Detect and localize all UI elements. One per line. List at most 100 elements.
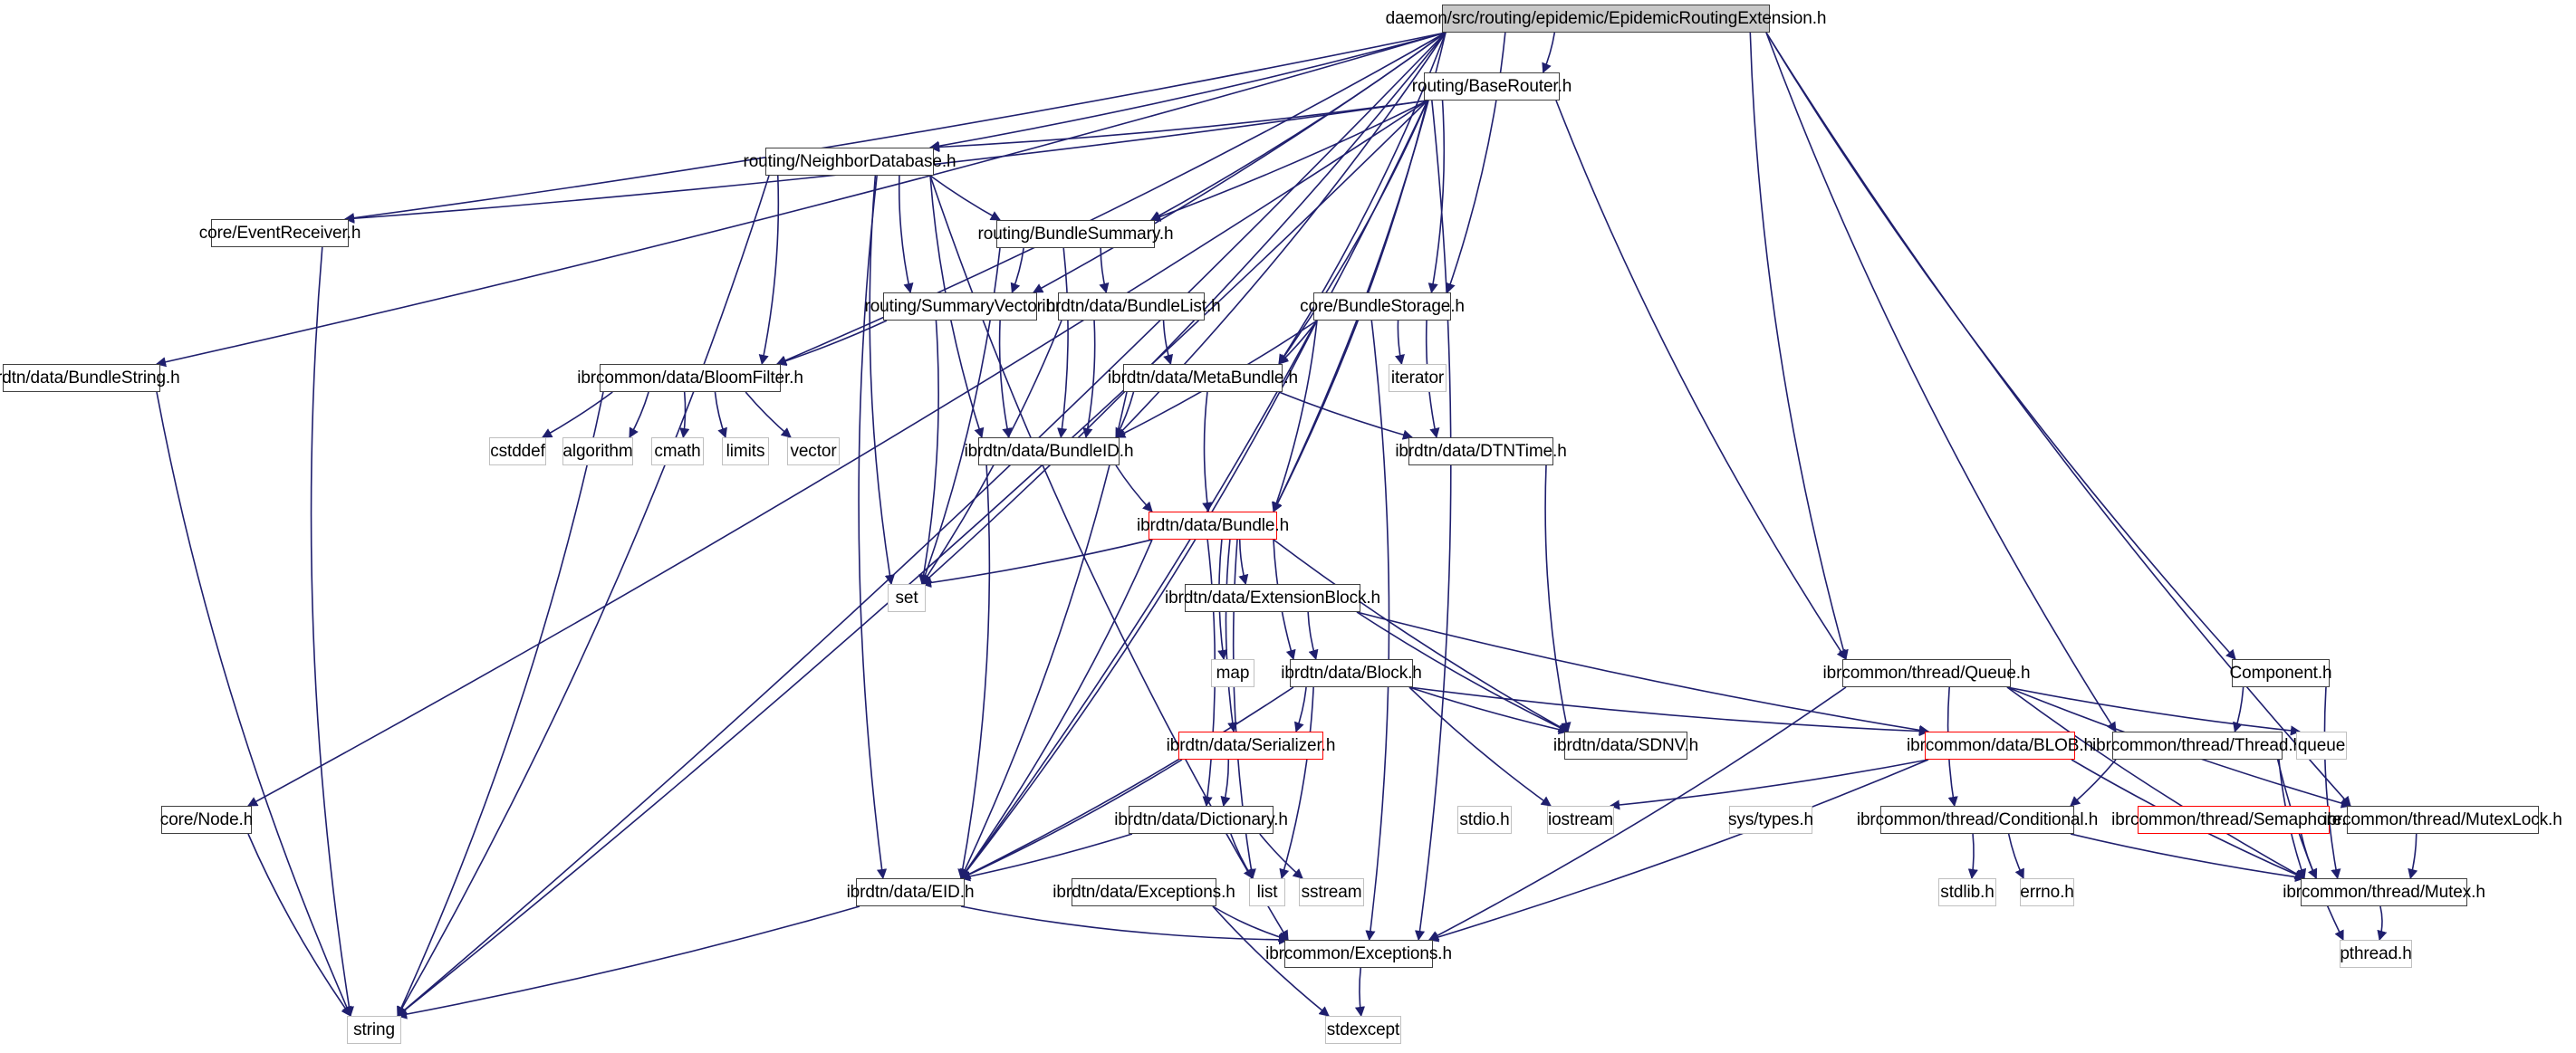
graph-edge [2070, 833, 2306, 883]
graph-node-eid[interactable]: ibrdtn/data/EID.h [847, 878, 975, 906]
graph-node-stdlibh[interactable]: stdlib.h [1938, 878, 1996, 906]
graph-edge [1259, 833, 1303, 879]
graph-node-iostream[interactable]: iostream [1547, 806, 1614, 834]
graph-node-thread[interactable]: ibrcommon/thread/Thread.h [2092, 732, 2302, 760]
graph-edge [1749, 32, 1849, 661]
graph-edge [1394, 320, 1405, 366]
graph-edge [1272, 320, 1318, 513]
graph-node-queue[interactable]: queue [2296, 732, 2347, 760]
graph-edge [1427, 759, 1929, 943]
graph-node-systypes[interactable]: sys/types.h [1728, 806, 1813, 834]
graph-node-label: iostream [1547, 810, 1614, 829]
graph-node-label: errno.h [2020, 883, 2074, 902]
graph-node-cstddef[interactable]: cstddef [489, 437, 546, 465]
graph-node-label: ibrcommon/thread/Conditional.h [1856, 810, 2099, 829]
graph-edge [1150, 32, 1447, 221]
graph-node-label: string [353, 1020, 395, 1039]
graph-node-label: ibrcommon/thread/Mutex.h [2283, 883, 2485, 902]
graph-node-algorithm[interactable]: algorithm [562, 437, 633, 465]
graph-edge [1542, 32, 1556, 74]
graph-node-bundlestring[interactable]: ibrdtn/data/BundleString.h [0, 364, 180, 392]
graph-edge [959, 833, 1133, 882]
graph-edge [542, 391, 613, 438]
graph-edge [1408, 686, 1930, 737]
graph-node-vector[interactable]: vector [787, 437, 840, 465]
graph-node-label: cmath [654, 442, 701, 461]
graph-node-bundle[interactable]: ibrdtn/data/Bundle.h [1137, 512, 1289, 540]
graph-edge [1293, 686, 1307, 733]
graph-node-sdnv[interactable]: ibrdtn/data/SDNV.h [1553, 732, 1698, 760]
graph-node-stdioh[interactable]: stdio.h [1457, 806, 1512, 834]
graph-edge [775, 320, 888, 367]
graph-node-serializer[interactable]: ibrdtn/data/Serializer.h [1167, 732, 1335, 760]
graph-edge [1414, 100, 1452, 942]
graph-node-map[interactable]: map [1211, 659, 1254, 687]
graph-node-mutex[interactable]: ibrcommon/thread/Mutex.h [2283, 878, 2485, 906]
graph-node-string[interactable]: string [347, 1016, 401, 1044]
graph-node-label: list [1256, 883, 1278, 902]
graph-node-conditional[interactable]: ibrcommon/thread/Conditional.h [1857, 806, 2098, 834]
graph-node-bloomfilter[interactable]: ibrcommon/data/BloomFilter.h [577, 364, 803, 392]
graph-node-iterator[interactable]: iterator [1389, 364, 1447, 392]
graph-node-blob[interactable]: ibrcommon/data/BLOB.h [1907, 732, 2093, 760]
graph-node-bundleid[interactable]: ibrdtn/data/BundleID.h [965, 437, 1134, 465]
graph-node-label: ibrdtn/data/BundleList.h [1042, 297, 1221, 316]
graph-edge [714, 391, 727, 439]
graph-node-limits[interactable]: limits [722, 437, 769, 465]
graph-edge [2007, 833, 2024, 880]
graph-node-ibrexceptions[interactable]: ibrcommon/Exceptions.h [1265, 940, 1452, 968]
graph-node-exceptionsh[interactable]: ibrdtn/data/Exceptions.h [1053, 878, 1235, 906]
graph-edge [869, 175, 895, 586]
graph-node-label: map [1216, 664, 1250, 683]
graph-edge [1555, 100, 1847, 660]
graph-node-dictionary[interactable]: ibrdtn/data/Dictionary.h [1114, 806, 1288, 834]
graph-edge [1354, 967, 1366, 1018]
graph-node-cmath[interactable]: cmath [651, 437, 704, 465]
graph-node-mutexlock[interactable]: ibrcommon/thread/MutexLock.h [2323, 806, 2562, 834]
graph-node-baserouter[interactable]: routing/BaseRouter.h [1412, 72, 1572, 101]
graph-node-label: ibrcommon/thread/MutexLock.h [2323, 810, 2562, 829]
graph-node-errnoh[interactable]: errno.h [2020, 878, 2074, 906]
graph-node-label: ibrcommon/thread/Queue.h [1822, 664, 2031, 683]
graph-node-semaphore[interactable]: ibrcommon/thread/Semaphore.h [2111, 806, 2356, 834]
graph-node-block[interactable]: ibrdtn/data/Block.h [1281, 659, 1422, 687]
graph-node-set[interactable]: set [888, 584, 926, 612]
graph-node-extensionblk[interactable]: ibrdtn/data/ExtensionBlock.h [1165, 584, 1380, 612]
graph-node-label: core/EventReceiver.h [198, 224, 361, 243]
graph-node-component[interactable]: Component.h [2230, 659, 2332, 687]
graph-node-dtntime[interactable]: ibrdtn/data/DTNTime.h [1395, 437, 1567, 465]
graph-node-label: limits [726, 442, 765, 461]
graph-node-root[interactable]: daemon/src/routing/epidemic/EpidemicRout… [1386, 5, 1826, 33]
graph-node-node[interactable]: core/Node.h [159, 806, 254, 834]
graph-node-bundlestorage[interactable]: core/BundleStorage.h [1300, 292, 1465, 321]
graph-node-metabundle[interactable]: ibrdtn/data/MetaBundle.h [1108, 364, 1298, 392]
graph-edge [2377, 905, 2388, 942]
graph-node-label: ibrdtn/data/EID.h [846, 883, 975, 902]
graph-edge [1057, 247, 1069, 439]
graph-edge [1365, 320, 1390, 942]
graph-node-list[interactable]: list [1249, 878, 1285, 906]
graph-node-queueh[interactable]: ibrcommon/thread/Queue.h [1823, 659, 2031, 687]
graph-node-eventrecv[interactable]: core/EventReceiver.h [199, 219, 360, 247]
graph-node-stdexcept[interactable]: stdexcept [1325, 1016, 1401, 1044]
graph-node-label: vector [790, 442, 837, 461]
graph-edge [1273, 539, 1569, 732]
graph-node-bundlesummary[interactable]: routing/BundleSummary.h [978, 220, 1174, 248]
graph-node-label: ibrcommon/thread/Semaphore.h [2111, 810, 2356, 829]
graph-edge [1278, 320, 1318, 365]
graph-node-label: core/Node.h [159, 810, 254, 829]
graph-edge [998, 320, 1013, 439]
graph-node-bundlelist[interactable]: ibrdtn/data/BundleList.h [1042, 292, 1221, 321]
graph-node-sstream[interactable]: sstream [1299, 878, 1364, 906]
graph-node-label: ibrdtn/data/DTNTime.h [1395, 442, 1567, 461]
graph-edge [1162, 320, 1174, 366]
graph-node-label: iterator [1390, 369, 1445, 388]
graph-node-pthreadh[interactable]: pthread.h [2340, 940, 2412, 968]
graph-edge [920, 539, 1153, 589]
graph-node-label: ibrdtn/data/SDNV.h [1552, 736, 1699, 755]
graph-node-neighbordb[interactable]: routing/NeighborDatabase.h [743, 148, 956, 176]
graph-node-label: ibrdtn/data/Block.h [1281, 664, 1422, 683]
graph-node-summaryvector[interactable]: routing/SummaryVector.h [864, 292, 1056, 321]
graph-edge [758, 175, 780, 366]
